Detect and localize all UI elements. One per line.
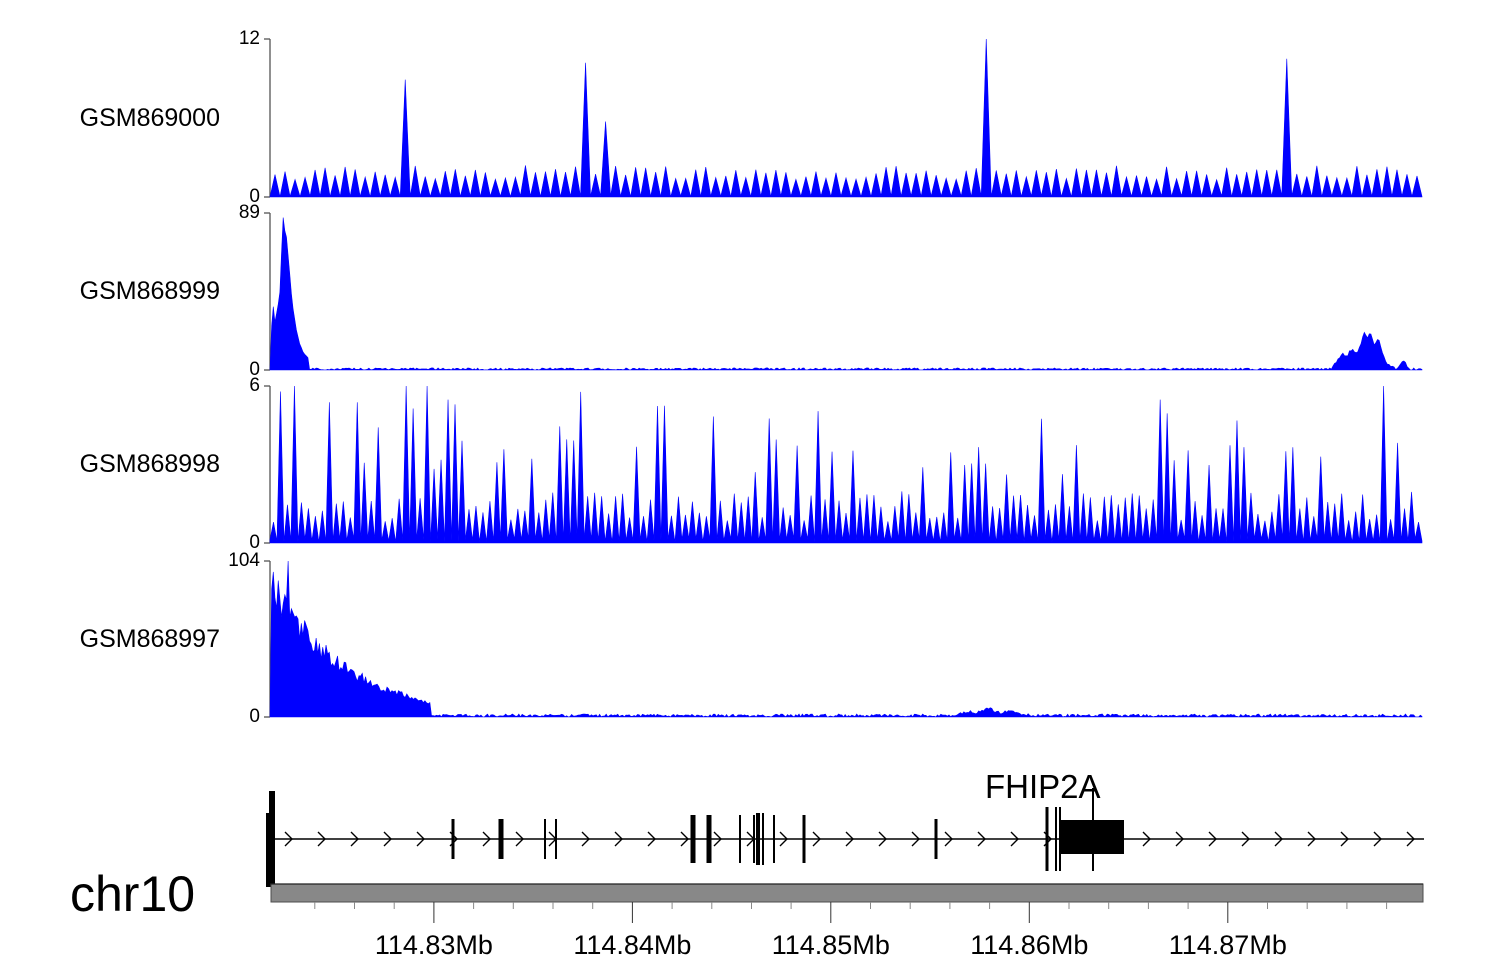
svg-text:114.85Mb: 114.85Mb bbox=[772, 930, 890, 960]
svg-text:104: 104 bbox=[228, 550, 260, 571]
svg-text:114.84Mb: 114.84Mb bbox=[573, 930, 691, 960]
svg-text:114.83Mb: 114.83Mb bbox=[375, 930, 493, 960]
svg-text:114.87Mb: 114.87Mb bbox=[1169, 930, 1287, 960]
svg-text:FHIP2A: FHIP2A bbox=[985, 768, 1101, 805]
svg-text:89: 89 bbox=[239, 202, 260, 223]
svg-text:0: 0 bbox=[249, 706, 260, 727]
svg-text:114.86Mb: 114.86Mb bbox=[970, 930, 1088, 960]
svg-text:6: 6 bbox=[249, 375, 260, 396]
svg-text:12: 12 bbox=[239, 28, 260, 49]
